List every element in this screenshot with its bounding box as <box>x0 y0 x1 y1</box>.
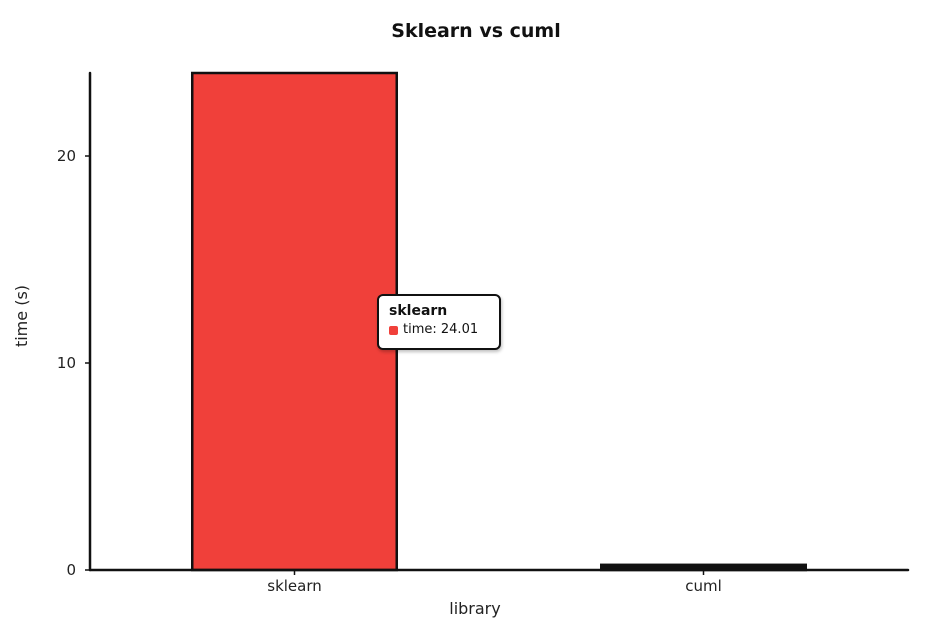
bar-sklearn[interactable] <box>191 71 398 572</box>
bar-tooltip: sklearn time : 24.01 <box>377 294 501 350</box>
tooltip-title: sklearn <box>389 303 448 319</box>
tooltip-swatch <box>389 325 398 335</box>
x-axis-ticks: sklearn cuml <box>267 570 722 595</box>
y-tick-label: 10 <box>57 354 76 372</box>
y-axis-ticks: 0 10 20 <box>57 147 90 579</box>
tooltip-row: time : 24.01 <box>389 320 489 340</box>
x-tick-label: cuml <box>685 577 722 595</box>
y-tick-label: 0 <box>66 561 76 579</box>
x-axis-label: library <box>449 599 500 618</box>
y-tick-label: 20 <box>57 147 76 165</box>
tooltip-series-label: time <box>403 322 433 337</box>
x-tick-label: sklearn <box>267 577 322 595</box>
chart-title: Sklearn vs cuml <box>391 20 560 42</box>
y-axis-label: time (s) <box>12 285 31 347</box>
tooltip-separator: : <box>432 322 441 337</box>
tooltip-value: 24.01 <box>440 322 479 337</box>
